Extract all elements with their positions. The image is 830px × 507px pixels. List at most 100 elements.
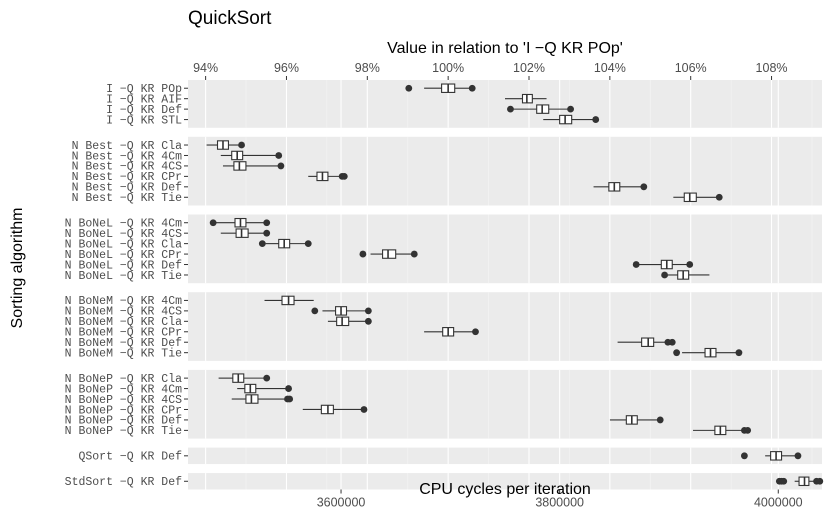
box-row: N BoNeM −Q KR Tie	[65, 347, 743, 360]
box-row: N BoNeP −Q KR Def	[65, 415, 664, 428]
box-row: I −Q KR STL	[106, 114, 600, 127]
row-label: N BoNeM −Q KR Def	[65, 337, 182, 350]
x-tick-label: 3600000	[317, 496, 366, 507]
outlier-point	[275, 152, 283, 159]
outlier-point	[340, 172, 348, 180]
outlier-point	[567, 105, 574, 113]
row-label: N BoNeM −Q KR Tie	[65, 347, 182, 360]
box-row: N BoNeM −Q KR CPr	[65, 327, 479, 340]
outlier-point	[263, 374, 271, 382]
outlier-point	[632, 261, 640, 268]
outlier-point	[209, 219, 217, 227]
box-row: N BoNeL −Q KR CPr	[65, 249, 418, 262]
row-label: N BoNeP −Q KR Def	[65, 415, 182, 428]
row-label: I −Q KR AIF	[106, 93, 182, 106]
outlier-point	[715, 193, 723, 201]
panel-n-bonel	[188, 214, 822, 284]
row-label: N BoNeM −Q KR Cla	[65, 316, 182, 329]
box-row: N BoNeP −Q KR Tie	[65, 425, 752, 438]
box-row: N BoNeL −Q KR Tie	[65, 270, 710, 283]
secondary-tick-label: 96%	[274, 61, 299, 75]
row-label: N BoNeM −Q KR 4CS	[65, 306, 182, 319]
outlier-point	[816, 477, 824, 485]
outlier-point	[656, 416, 664, 424]
row-label: N BoNeP −Q KR 4Cm	[65, 383, 182, 396]
box-row: N Best −Q KR CPr	[72, 171, 348, 184]
outlier-point	[794, 452, 802, 460]
row-label: N BoNeM −Q KR 4Cm	[65, 295, 182, 308]
panel-n-bonep	[188, 369, 822, 439]
row-label: QSort −Q KR Def	[78, 451, 182, 464]
plot-panels	[188, 80, 822, 490]
outlier-point	[735, 349, 743, 357]
panel-i	[188, 80, 822, 128]
outlier-point	[468, 84, 476, 92]
outlier-point	[304, 240, 312, 248]
box-row: I −Q KR AIF	[106, 93, 547, 106]
box-row: N BoNeP −Q KR Cla	[65, 373, 271, 386]
outlier-point	[668, 338, 676, 346]
row-label: I −Q KR POp	[106, 83, 182, 96]
secondary-axis-ticks: 94%96%98%100%102%104%106%108%110%	[193, 61, 788, 80]
box-row: I −Q KR Def	[106, 104, 574, 117]
row-label: N BoNeP −Q KR 4CS	[65, 394, 182, 407]
row-label: N BoNeL −Q KR Tie	[65, 270, 182, 283]
row-label: N Best −Q KR 4Cm	[72, 150, 183, 163]
y-axis-title: Sorting algorithm	[9, 208, 26, 329]
secondary-tick-label: 94%	[193, 61, 218, 75]
box-row: N BoNeP −Q KR 4CS	[65, 394, 294, 407]
outlier-point	[258, 240, 266, 248]
outlier-point	[686, 261, 694, 268]
outlier-point	[364, 317, 372, 325]
row-label: I −Q KR Def	[106, 104, 182, 117]
box-row: N Best −Q KR Def	[72, 182, 648, 195]
x-axis-ticks: 3600000 3800000 4000000	[317, 489, 803, 507]
box-row: N BoNeL −Q KR Def	[65, 259, 694, 272]
box-row: QSort −Q KR Def	[78, 451, 802, 464]
x-axis-title: CPU cycles per iteration	[419, 481, 591, 498]
outlier-point	[364, 307, 372, 315]
secondary-tick-label: 106%	[675, 61, 707, 75]
box-row: N Best −Q KR Tie	[72, 192, 723, 205]
panel-n-best	[188, 136, 822, 206]
outlier-point	[263, 219, 271, 227]
box-row: N BoNeL −Q KR Cla	[65, 238, 312, 251]
row-label: N Best −Q KR Def	[72, 182, 183, 195]
box-row: N BoNeM −Q KR 4Cm	[65, 295, 314, 308]
outlier-point	[472, 328, 479, 336]
panel-qsort	[188, 447, 822, 465]
row-label: N Best −Q KR 4CS	[72, 161, 183, 174]
outlier-point	[360, 406, 368, 413]
row-label: N BoNeP −Q KR Cla	[65, 373, 182, 386]
box-row: N BoNeL −Q KR 4CS	[65, 228, 271, 241]
outlier-point	[592, 116, 600, 123]
box-row: StdSort −Q KR Def	[65, 476, 824, 489]
outlier-point	[285, 385, 292, 392]
box-row: I −Q KR POp	[106, 83, 476, 96]
row-label: StdSort −Q KR Def	[65, 476, 182, 489]
row-label: N BoNeL −Q KR 4CS	[65, 228, 182, 241]
box-row: N Best −Q KR 4Cm	[72, 150, 283, 163]
outlier-point	[780, 477, 788, 485]
x-tick-label: 3800000	[535, 496, 584, 507]
secondary-tick-label: 104%	[594, 61, 626, 75]
box-row: N BoNeP −Q KR 4Cm	[65, 383, 292, 396]
box-row: N Best −Q KR Cla	[72, 140, 245, 153]
outlier-point	[359, 250, 367, 258]
outlier-point	[744, 426, 752, 434]
outlier-point	[640, 183, 648, 191]
secondary-tick-label: 98%	[355, 61, 380, 75]
row-label: N BoNeM −Q KR CPr	[65, 327, 182, 340]
row-label: N BoNeP −Q KR CPr	[65, 404, 182, 417]
outlier-point	[740, 452, 748, 460]
box	[382, 249, 397, 259]
row-label: N BoNeP −Q KR Tie	[65, 425, 182, 438]
row-label: N Best −Q KR Tie	[72, 192, 183, 205]
outlier-point	[311, 307, 319, 315]
row-label: N BoNeL −Q KR Cla	[65, 238, 182, 251]
row-label: N BoNeL −Q KR CPr	[65, 249, 182, 262]
box-row: N BoNeM −Q KR 4CS	[65, 306, 372, 319]
panel-stdsort	[188, 473, 822, 490]
